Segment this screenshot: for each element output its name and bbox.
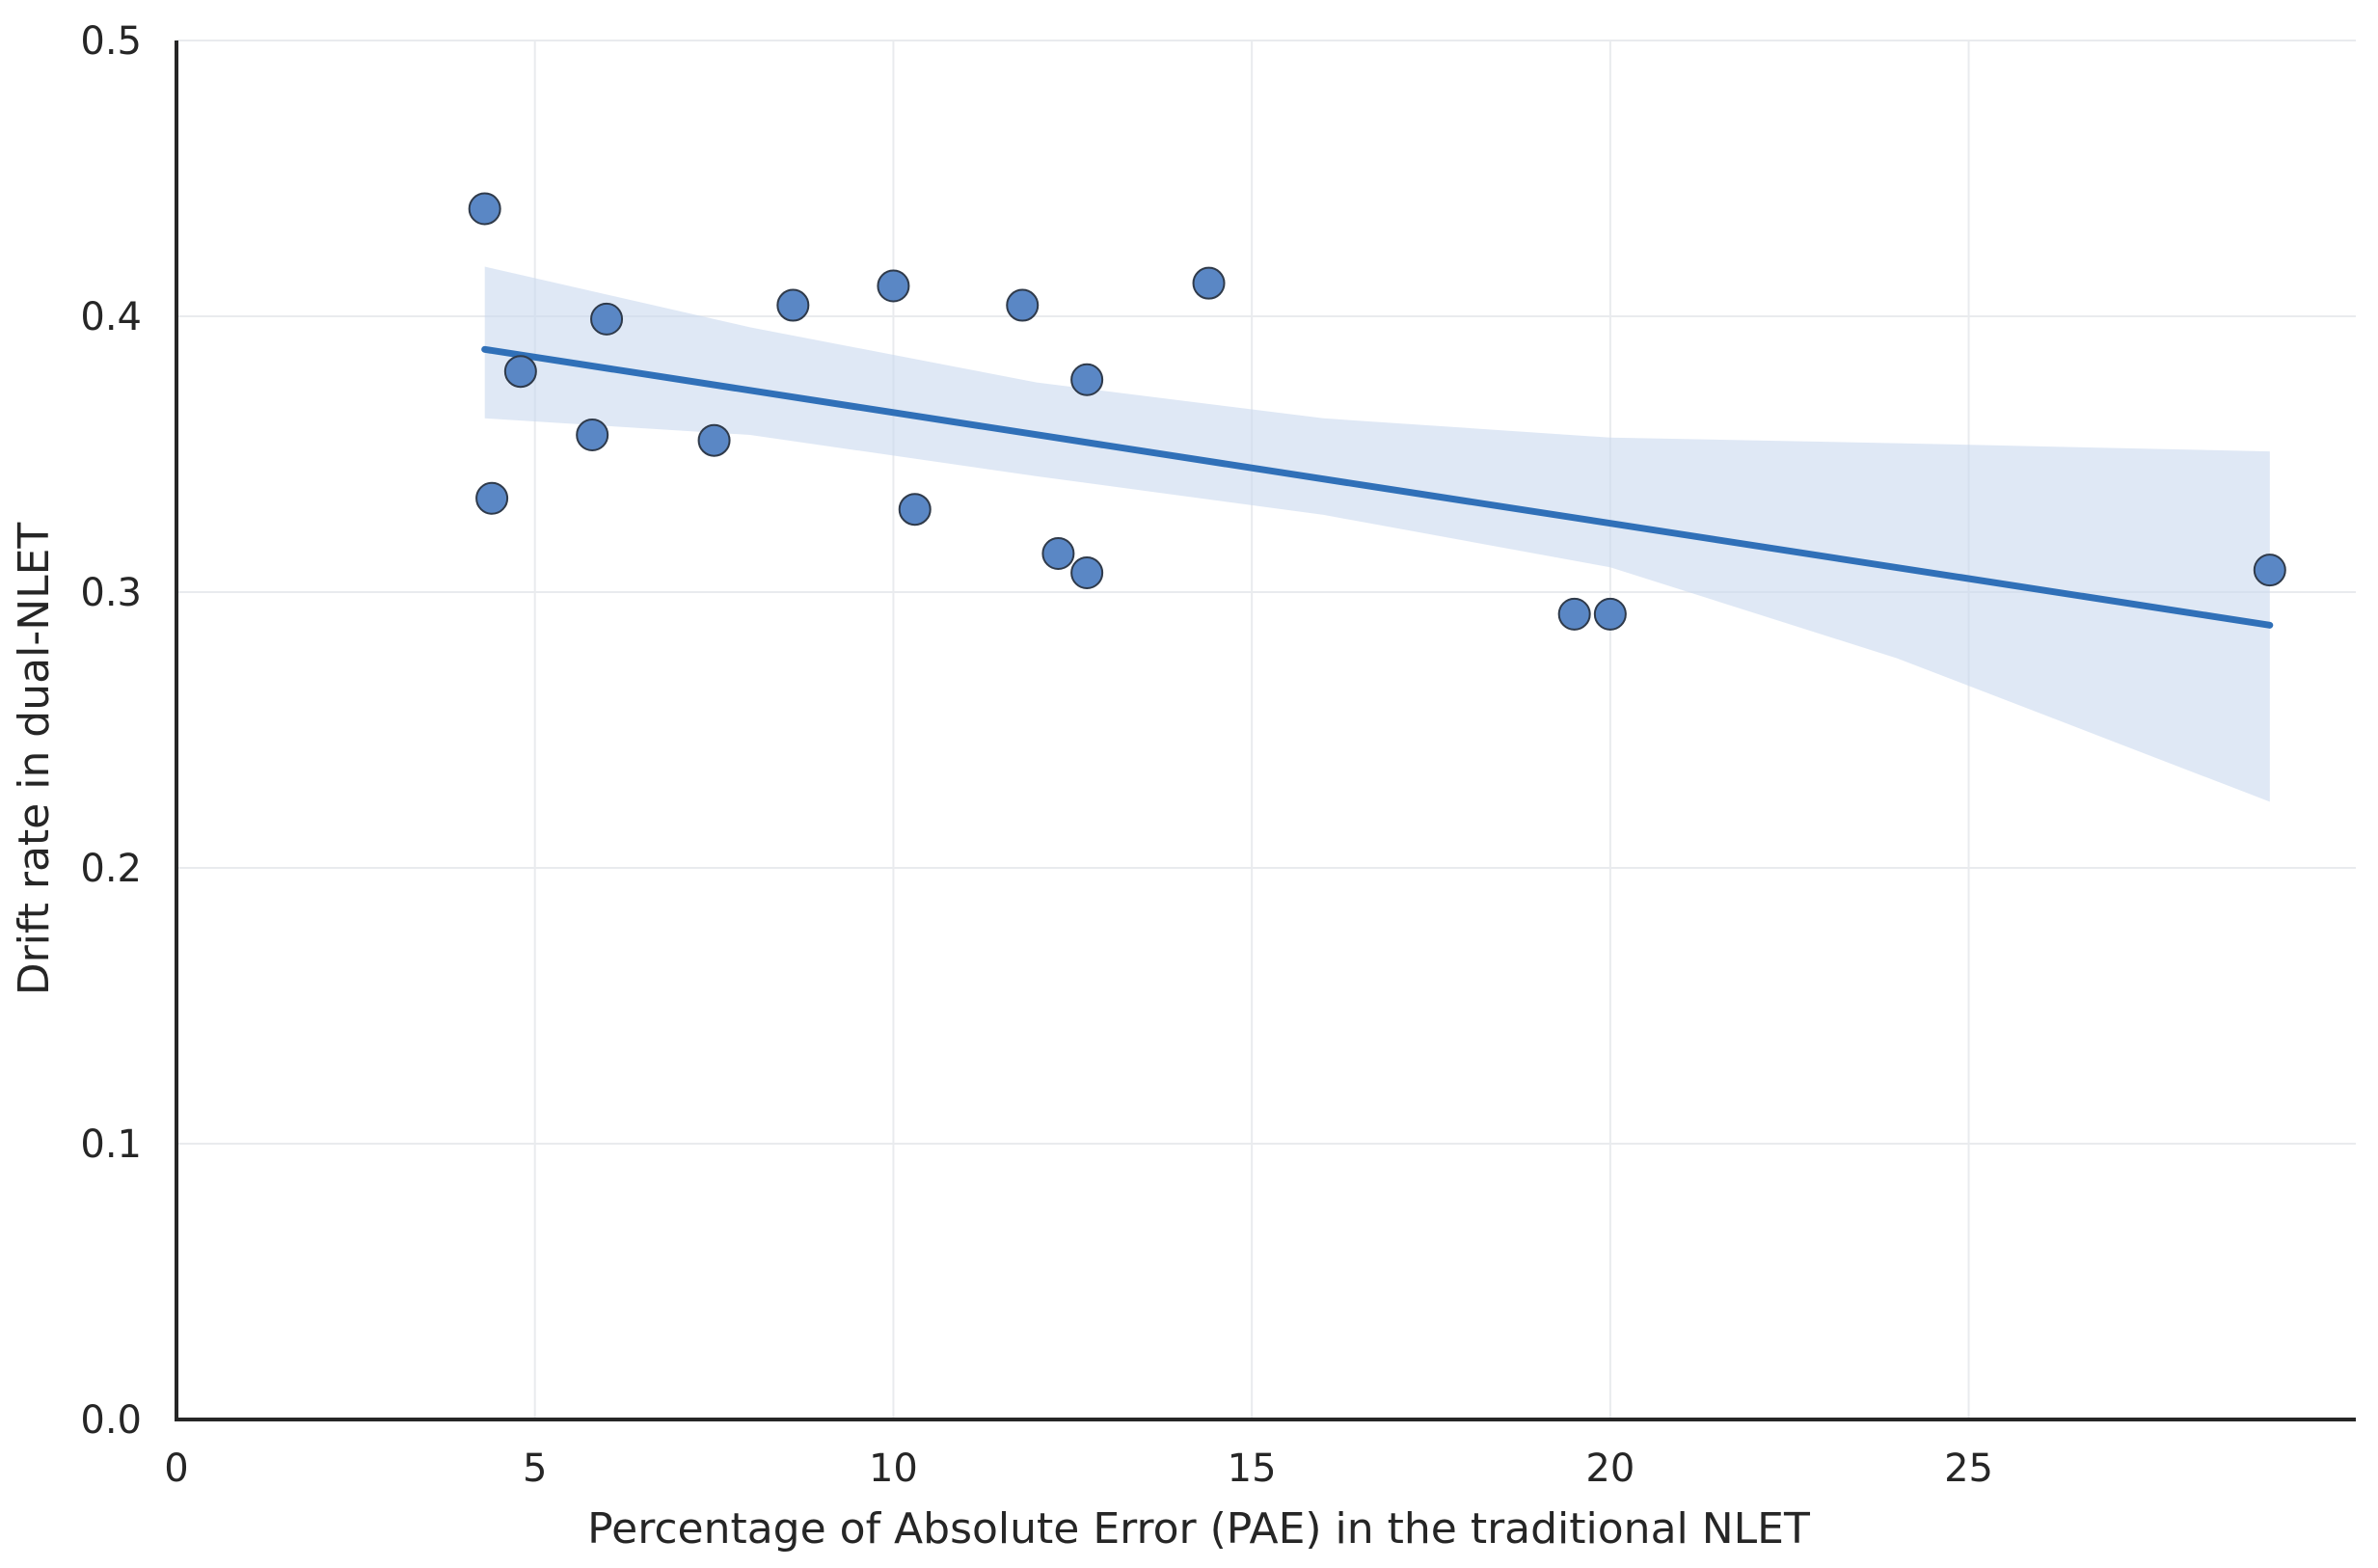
data-point (2253, 554, 2286, 587)
data-point (1070, 555, 1104, 589)
data-point (503, 355, 537, 389)
data-point (1006, 288, 1040, 322)
x-tick-label: 0 (164, 1446, 188, 1491)
x-tick-label: 15 (1228, 1446, 1277, 1491)
x-tick-label: 20 (1585, 1446, 1635, 1491)
x-tick-labels: 0 5 10 15 20 25 (164, 1446, 1993, 1491)
data-point (877, 269, 910, 303)
y-tick-label: 0.4 (80, 295, 142, 339)
data-point (697, 423, 731, 457)
regression-line (481, 345, 2274, 629)
y-tick-label: 0.2 (80, 847, 142, 891)
data-point (475, 481, 509, 515)
data-point (898, 493, 932, 527)
axes (175, 41, 2356, 1421)
confidence-band (484, 266, 2270, 802)
y-tick-label: 0.5 (80, 19, 142, 64)
data-point (1557, 597, 1591, 631)
data-point (1070, 363, 1104, 396)
y-axis-title: Drift rate in dual-NLET (10, 523, 59, 996)
y-tick-label: 0.0 (80, 1398, 142, 1443)
data-point (576, 418, 609, 451)
x-axis-title: Percentage of Absolute Error (PAE) in th… (587, 1504, 1810, 1554)
grid (176, 40, 2356, 1419)
data-point (468, 192, 501, 226)
data-point (776, 288, 810, 322)
x-tick-label: 25 (1944, 1446, 1993, 1491)
y-tick-label: 0.3 (80, 571, 142, 615)
data-point (1041, 536, 1075, 570)
data-point (590, 302, 624, 336)
data-point (1593, 597, 1627, 631)
x-tick-label: 10 (869, 1446, 918, 1491)
data-point (1192, 266, 1226, 300)
y-tick-labels: 0.0 0.1 0.2 0.3 0.4 0.5 (80, 19, 142, 1443)
y-tick-label: 0.1 (80, 1122, 142, 1167)
data-points (468, 192, 2286, 631)
x-tick-label: 5 (523, 1446, 547, 1491)
